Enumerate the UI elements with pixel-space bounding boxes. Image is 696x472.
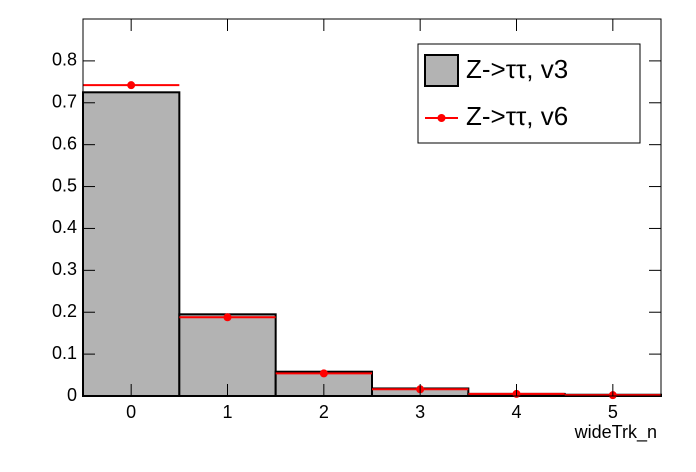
x-tick-label: 5: [608, 402, 618, 422]
y-tick-label: 0.2: [52, 301, 77, 321]
histogram-bar: [82, 91, 181, 398]
y-tick-label: 0.8: [52, 50, 77, 70]
histogram-bar: [178, 313, 277, 398]
x-tick-label: 2: [319, 402, 329, 422]
x-tick-label: 3: [415, 402, 425, 422]
y-tick-label: 0: [67, 385, 77, 405]
y-tick-label: 0.5: [52, 175, 77, 195]
legend-swatch: [424, 54, 459, 87]
x-tick-label: 1: [222, 402, 232, 422]
legend-label: Z->ττ, v3: [466, 54, 568, 84]
marker: [223, 313, 232, 322]
legend-label: Z->ττ, v6: [466, 101, 568, 131]
y-tick-label: 0.7: [52, 92, 77, 112]
y-tick-label: 0.3: [52, 259, 77, 279]
plot-frame: [82, 18, 662, 397]
marker: [319, 369, 328, 378]
x-tick-label: 4: [511, 402, 521, 422]
x-axis-label: wideTrk_n: [574, 422, 657, 443]
legend-marker: [437, 114, 446, 122]
y-tick-label: 0.4: [52, 217, 77, 237]
x-tick-label: 0: [126, 402, 136, 422]
y-tick-label: 0.1: [52, 343, 77, 363]
marker: [127, 81, 136, 90]
y-tick-label: 0.6: [52, 133, 77, 153]
